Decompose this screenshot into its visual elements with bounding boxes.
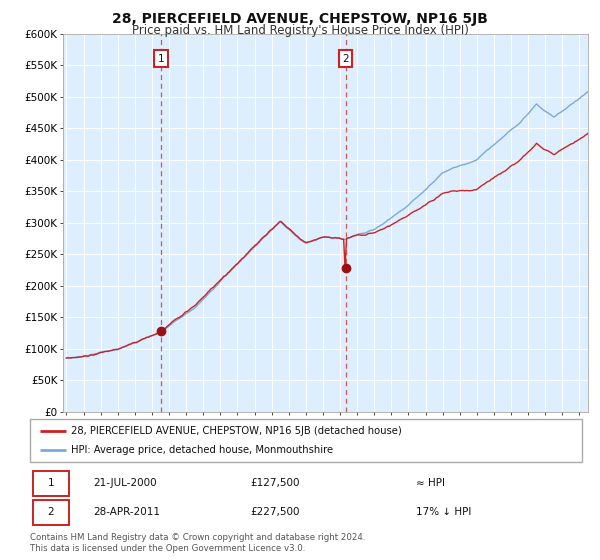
Text: 17% ↓ HPI: 17% ↓ HPI	[416, 507, 472, 517]
Text: 28-APR-2011: 28-APR-2011	[94, 507, 160, 517]
FancyBboxPatch shape	[33, 500, 68, 525]
Text: 2: 2	[47, 507, 54, 517]
Text: 2: 2	[342, 54, 349, 64]
Text: £127,500: £127,500	[251, 478, 301, 488]
Text: 1: 1	[158, 54, 164, 64]
Text: 28, PIERCEFIELD AVENUE, CHEPSTOW, NP16 5JB (detached house): 28, PIERCEFIELD AVENUE, CHEPSTOW, NP16 5…	[71, 426, 402, 436]
FancyBboxPatch shape	[33, 471, 68, 496]
Text: 28, PIERCEFIELD AVENUE, CHEPSTOW, NP16 5JB: 28, PIERCEFIELD AVENUE, CHEPSTOW, NP16 5…	[112, 12, 488, 26]
Text: Contains HM Land Registry data © Crown copyright and database right 2024.
This d: Contains HM Land Registry data © Crown c…	[30, 533, 365, 553]
Text: Price paid vs. HM Land Registry's House Price Index (HPI): Price paid vs. HM Land Registry's House …	[131, 24, 469, 37]
Text: £227,500: £227,500	[251, 507, 301, 517]
Text: ≈ HPI: ≈ HPI	[416, 478, 445, 488]
FancyBboxPatch shape	[30, 419, 582, 462]
Text: 21-JUL-2000: 21-JUL-2000	[94, 478, 157, 488]
Text: HPI: Average price, detached house, Monmouthshire: HPI: Average price, detached house, Monm…	[71, 445, 334, 455]
Text: 1: 1	[47, 478, 54, 488]
